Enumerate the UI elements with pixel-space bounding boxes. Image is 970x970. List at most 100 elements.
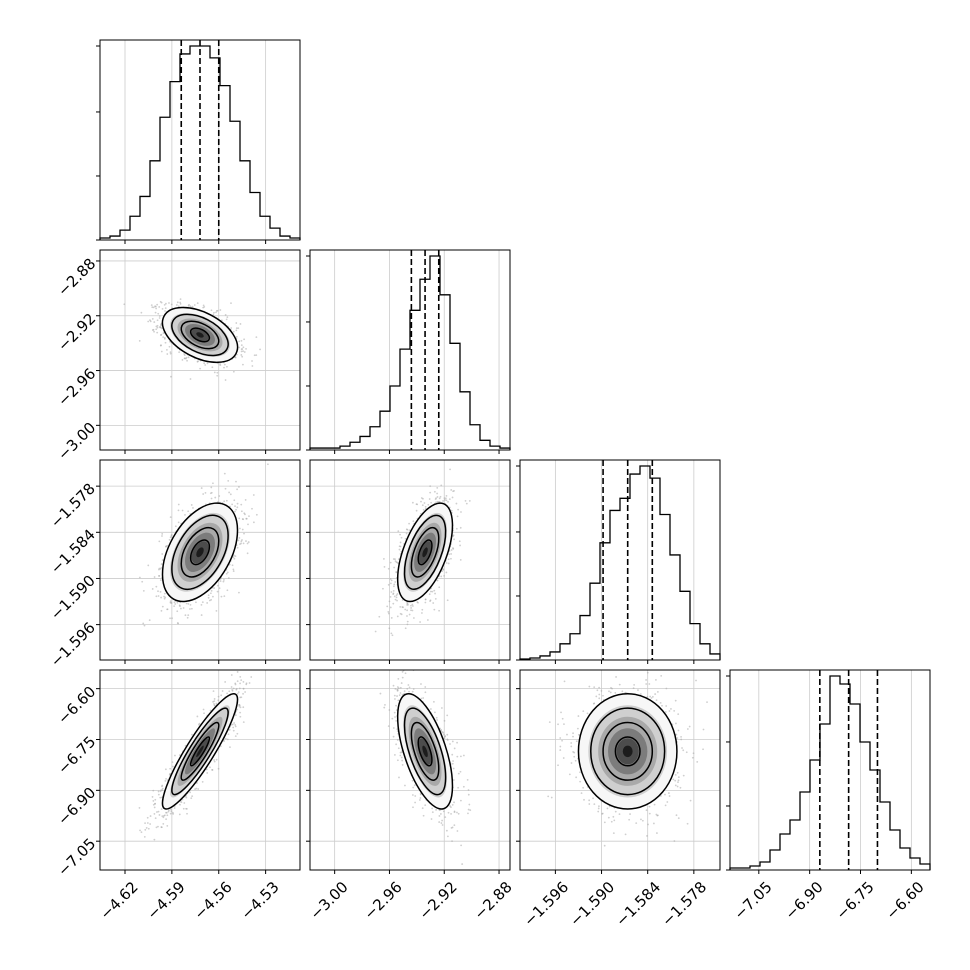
histogram-2 — [519, 465, 721, 660]
sample-point — [215, 311, 217, 314]
sample-point — [648, 812, 651, 815]
sample-point — [462, 785, 465, 788]
sample-point — [206, 362, 209, 365]
sample-point — [448, 498, 451, 501]
sample-point — [396, 759, 399, 762]
sample-point — [230, 686, 233, 688]
sample-point — [158, 540, 161, 543]
sample-point — [162, 816, 165, 819]
sample-point — [166, 353, 169, 355]
sample-point — [457, 772, 460, 775]
sample-point — [203, 362, 206, 365]
sample-point — [396, 593, 399, 595]
sample-point — [244, 499, 247, 501]
sample-point — [434, 592, 436, 595]
sample-point — [645, 683, 648, 685]
sample-point — [441, 819, 444, 822]
sample-point — [404, 608, 407, 611]
sample-point — [430, 708, 432, 710]
sample-point — [434, 597, 437, 600]
sample-point — [216, 590, 219, 593]
sample-point — [443, 737, 446, 740]
sample-point — [395, 719, 398, 722]
sample-point — [563, 723, 565, 726]
sample-point — [233, 499, 236, 502]
panel-2d-1-0 — [123, 298, 261, 381]
sample-point — [428, 498, 431, 500]
sample-point — [246, 542, 249, 545]
sample-point — [232, 370, 235, 373]
sample-point — [378, 615, 381, 618]
sample-point — [421, 608, 424, 611]
sample-point — [157, 825, 159, 828]
sample-point — [207, 596, 210, 599]
sample-point — [238, 517, 241, 520]
sample-point — [401, 606, 404, 608]
sample-point — [467, 808, 470, 811]
sample-point — [239, 323, 242, 325]
sample-point — [391, 717, 394, 720]
sample-point — [202, 493, 205, 495]
sample-point — [411, 609, 414, 612]
sample-point — [445, 571, 448, 574]
sample-point — [421, 504, 424, 507]
sample-point — [452, 534, 455, 537]
sample-point — [235, 480, 237, 483]
sample-point — [394, 754, 396, 756]
sample-point — [451, 840, 453, 843]
sample-point — [427, 503, 430, 506]
sample-point — [154, 305, 157, 308]
sample-point — [401, 759, 404, 762]
sample-point — [176, 301, 179, 304]
sample-point — [248, 682, 251, 684]
sample-point — [430, 818, 433, 820]
sample-point — [450, 553, 452, 555]
sample-point — [588, 803, 591, 805]
sample-point — [438, 609, 440, 612]
sample-point — [453, 801, 455, 804]
sample-point — [442, 568, 445, 571]
sample-point — [197, 788, 200, 790]
sample-point — [410, 607, 413, 609]
sample-point — [235, 322, 238, 324]
sample-point — [640, 818, 642, 821]
sample-point — [212, 482, 214, 485]
sample-point — [679, 786, 682, 789]
sample-point — [151, 318, 154, 320]
sample-point — [232, 687, 235, 690]
sample-point — [170, 534, 173, 537]
sample-point — [411, 603, 414, 606]
sample-point — [613, 819, 616, 822]
sample-point — [664, 711, 667, 713]
sample-point — [453, 538, 455, 541]
sample-point — [172, 765, 174, 768]
sample-point — [235, 508, 237, 511]
sample-point — [422, 508, 425, 511]
sample-point — [216, 374, 219, 377]
sample-point — [178, 604, 181, 607]
sample-point — [582, 786, 585, 789]
sample-point — [436, 719, 439, 721]
sample-point — [247, 523, 249, 526]
sample-point — [163, 814, 165, 817]
panel-frame-1-0 — [99, 249, 301, 451]
sample-point — [242, 681, 245, 683]
sample-point — [160, 808, 163, 810]
sample-point — [181, 509, 184, 512]
sample-point — [160, 327, 163, 330]
sample-point — [153, 838, 156, 841]
sample-point — [230, 674, 233, 676]
sample-point — [169, 352, 172, 355]
sample-point — [158, 814, 161, 816]
sample-point — [238, 346, 241, 349]
sample-point — [158, 317, 161, 319]
sample-point — [242, 687, 245, 690]
sample-point — [447, 500, 449, 503]
sample-point — [390, 591, 393, 593]
sample-point — [215, 758, 218, 761]
sample-point — [412, 520, 415, 523]
sample-point — [165, 818, 168, 821]
sample-point — [218, 495, 221, 497]
sample-point — [246, 552, 249, 555]
